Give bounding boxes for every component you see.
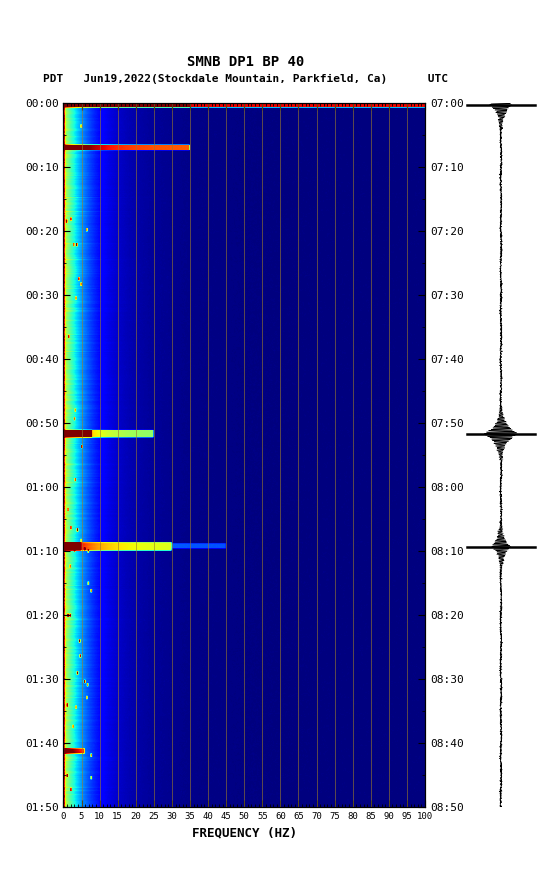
Text: PDT   Jun19,2022(Stockdale Mountain, Parkfield, Ca)      UTC: PDT Jun19,2022(Stockdale Mountain, Parkf…	[43, 73, 448, 84]
Bar	[6, 6, 24, 49]
Text: SMNB DP1 BP 40: SMNB DP1 BP 40	[187, 54, 304, 69]
Text: USGS: USGS	[27, 21, 57, 34]
X-axis label: FREQUENCY (HZ): FREQUENCY (HZ)	[192, 827, 297, 839]
